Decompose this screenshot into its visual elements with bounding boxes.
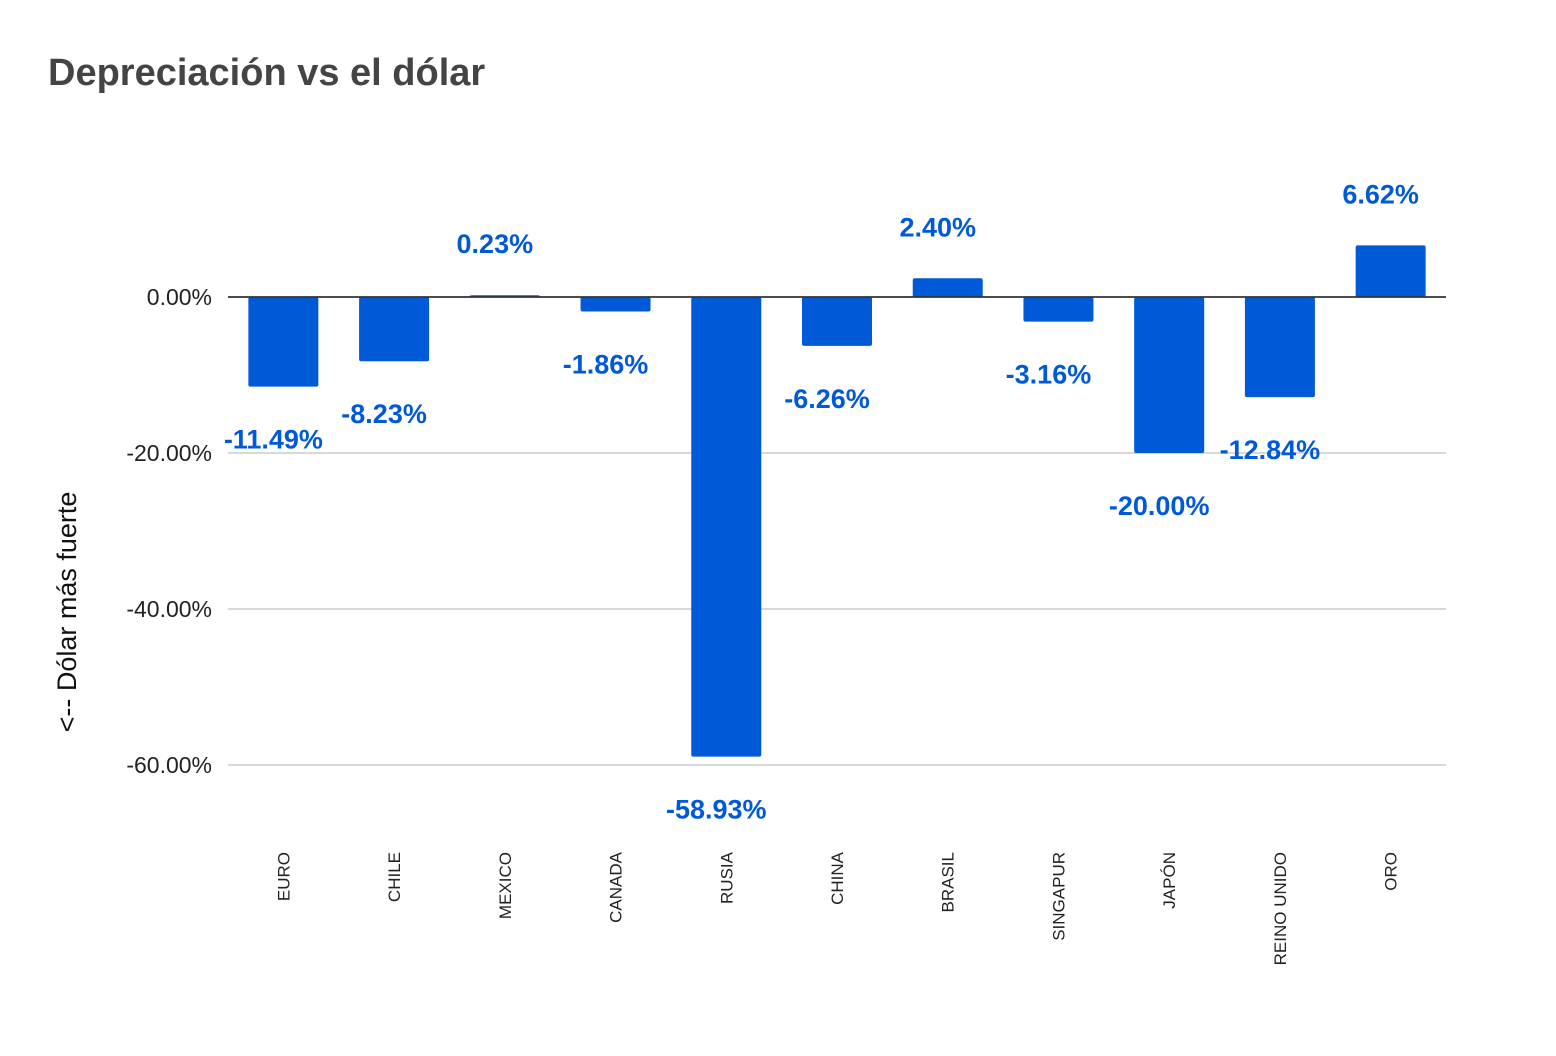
data-label: -6.26% bbox=[784, 384, 870, 414]
category-label: RUSIA bbox=[717, 851, 736, 904]
bar-reino-unido bbox=[1244, 297, 1315, 398]
category-label: SINGAPUR bbox=[1049, 852, 1068, 941]
y-tick-label: -40.00% bbox=[126, 596, 212, 622]
data-label: -58.93% bbox=[666, 795, 767, 825]
y-axis-ticks: 0.00% -20.00% -40.00% -60.00% bbox=[126, 284, 212, 778]
bar-chile bbox=[359, 297, 430, 362]
data-label: -20.00% bbox=[1109, 491, 1210, 521]
data-labels: -11.49% -8.23% 0.23% -1.86% -58.93% -6.26% 2.4… bbox=[224, 179, 1419, 824]
y-tick-label: 0.00% bbox=[147, 284, 212, 310]
category-label: MEXICO bbox=[496, 852, 515, 919]
data-label: -3.16% bbox=[1006, 360, 1092, 390]
bar-brasil bbox=[912, 278, 983, 297]
x-axis-categories: EURO CHILE MEXICO CANADA RUSIA CHINA BRASIL SIN… bbox=[274, 851, 1400, 965]
category-label: CHILE bbox=[385, 852, 404, 902]
y-axis-title: <-- Dólar más fuerte bbox=[52, 492, 82, 733]
bars bbox=[248, 245, 1426, 757]
bar-euro bbox=[248, 297, 319, 387]
data-label: 0.23% bbox=[457, 229, 534, 259]
bar-japón bbox=[1134, 297, 1205, 453]
data-label: -12.84% bbox=[1220, 435, 1321, 465]
category-label: ORO bbox=[1382, 852, 1401, 891]
category-label: BRASIL bbox=[939, 852, 958, 912]
data-label: -11.49% bbox=[224, 425, 323, 455]
gridlines bbox=[228, 452, 1446, 766]
bar-rusia bbox=[691, 297, 762, 757]
category-label: CHINA bbox=[828, 851, 847, 905]
category-label: JAPÓN bbox=[1160, 852, 1179, 909]
chart-title: Depreciación vs el dólar bbox=[48, 52, 486, 94]
data-label: -1.86% bbox=[563, 350, 649, 380]
y-tick-label: -20.00% bbox=[126, 440, 212, 466]
bar-singapur bbox=[1023, 297, 1094, 322]
bar-oro bbox=[1355, 245, 1426, 297]
category-label: CANADA bbox=[607, 851, 626, 923]
data-label: 2.40% bbox=[899, 212, 976, 242]
bar-canada bbox=[580, 297, 651, 312]
category-label: REINO UNIDO bbox=[1271, 852, 1290, 965]
bar-china bbox=[802, 297, 872, 346]
category-label: EURO bbox=[274, 852, 293, 901]
data-label: 6.62% bbox=[1342, 179, 1419, 209]
y-tick-label: -60.00% bbox=[126, 752, 212, 778]
data-label: -8.23% bbox=[341, 399, 427, 429]
